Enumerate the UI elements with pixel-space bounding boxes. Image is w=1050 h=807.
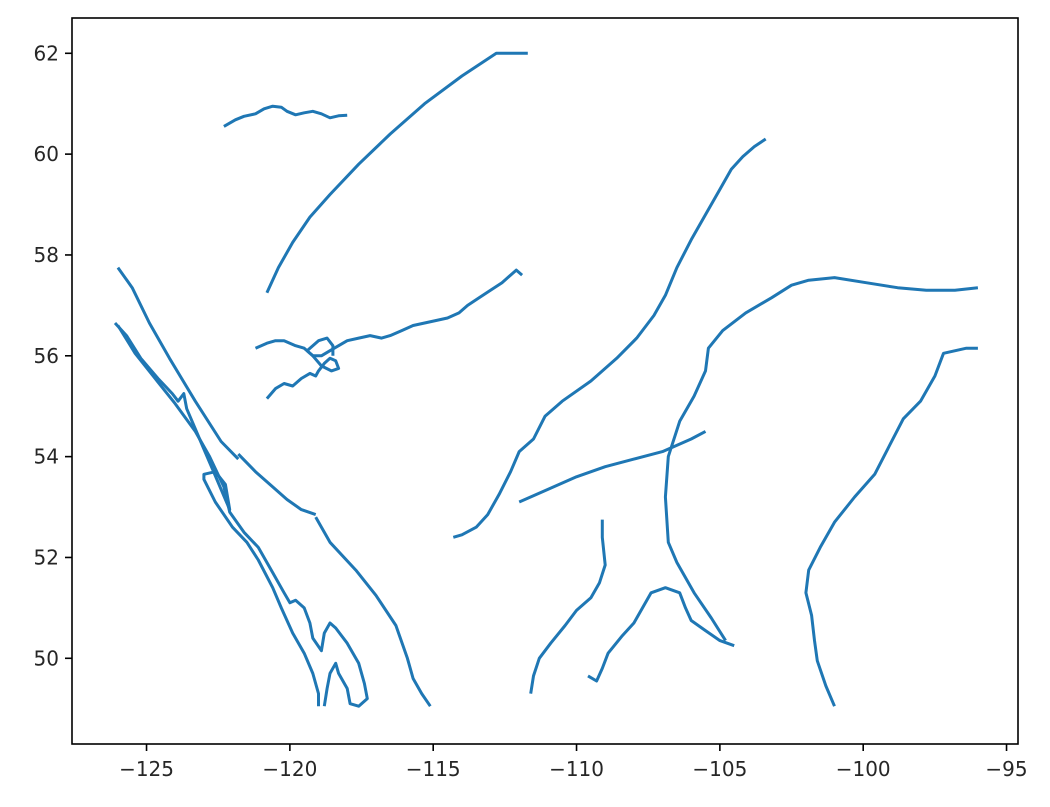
y-tick-label: 58 <box>34 243 59 267</box>
y-tick-label: 62 <box>34 41 59 65</box>
x-tick-label: −100 <box>836 757 891 781</box>
x-tick-label: −115 <box>406 757 461 781</box>
x-tick-label: −110 <box>549 757 604 781</box>
plot-background <box>72 18 1018 744</box>
y-tick-label: 52 <box>34 545 59 569</box>
x-tick-label: −105 <box>692 757 747 781</box>
x-tick-label: −120 <box>262 757 317 781</box>
y-tick-label: 56 <box>34 344 59 368</box>
x-axis: −125 −120 −115 −110 −105 −100 −95 <box>119 744 1028 781</box>
x-tick-label: −125 <box>119 757 174 781</box>
y-tick-label: 54 <box>34 445 59 469</box>
x-tick-label: −95 <box>985 757 1027 781</box>
y-tick-label: 50 <box>34 646 59 670</box>
y-axis: 50 52 54 56 58 60 62 <box>34 41 72 670</box>
y-tick-label: 60 <box>34 142 59 166</box>
